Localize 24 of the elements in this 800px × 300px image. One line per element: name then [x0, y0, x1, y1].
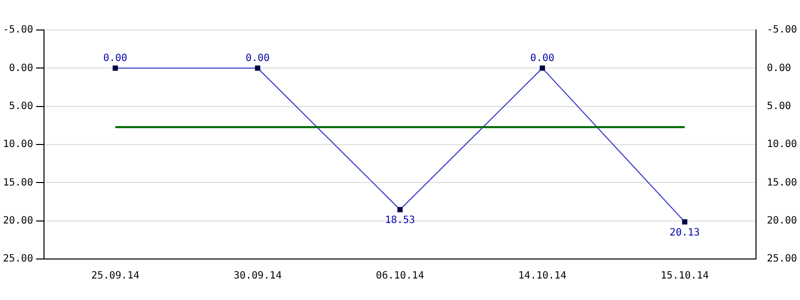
y-tick-label: 0.00 — [9, 62, 34, 74]
y2-tick-label: 15.00 — [766, 177, 798, 188]
y-tick-label: 20.00 — [2, 215, 34, 226]
x-tick-label: 15.10.14 — [660, 270, 709, 282]
y-tick-label: 5.00 — [9, 100, 34, 112]
y-tick-label: 10.00 — [2, 139, 34, 150]
data-label: 0.00 — [246, 52, 270, 64]
y-tick-label: -5.00 — [2, 24, 34, 36]
data-label: 0.00 — [530, 52, 554, 64]
y2-tick-label: -5.00 — [766, 24, 798, 36]
y-tick-label: 15.00 — [2, 177, 34, 188]
x-tick-label: 25.09.14 — [91, 270, 140, 282]
data-label: 18.53 — [384, 215, 416, 226]
data-label: 20.13 — [670, 227, 700, 238]
y2-tick-label: 5.00 — [766, 100, 791, 112]
y-tick-label: 25.00 — [2, 254, 34, 265]
y2-tick-label: 20.00 — [766, 215, 798, 226]
x-tick-label: 06.10.14 — [376, 270, 424, 282]
y2-tick-label: 25.00 — [766, 254, 798, 265]
data-label: 0.00 — [103, 52, 128, 64]
y2-tick-label: 10.00 — [766, 139, 798, 150]
y2-tick-label: 0.00 — [766, 62, 791, 74]
x-tick-label: 14.10.14 — [518, 270, 566, 282]
x-tick-label: 30.09.14 — [234, 270, 282, 282]
